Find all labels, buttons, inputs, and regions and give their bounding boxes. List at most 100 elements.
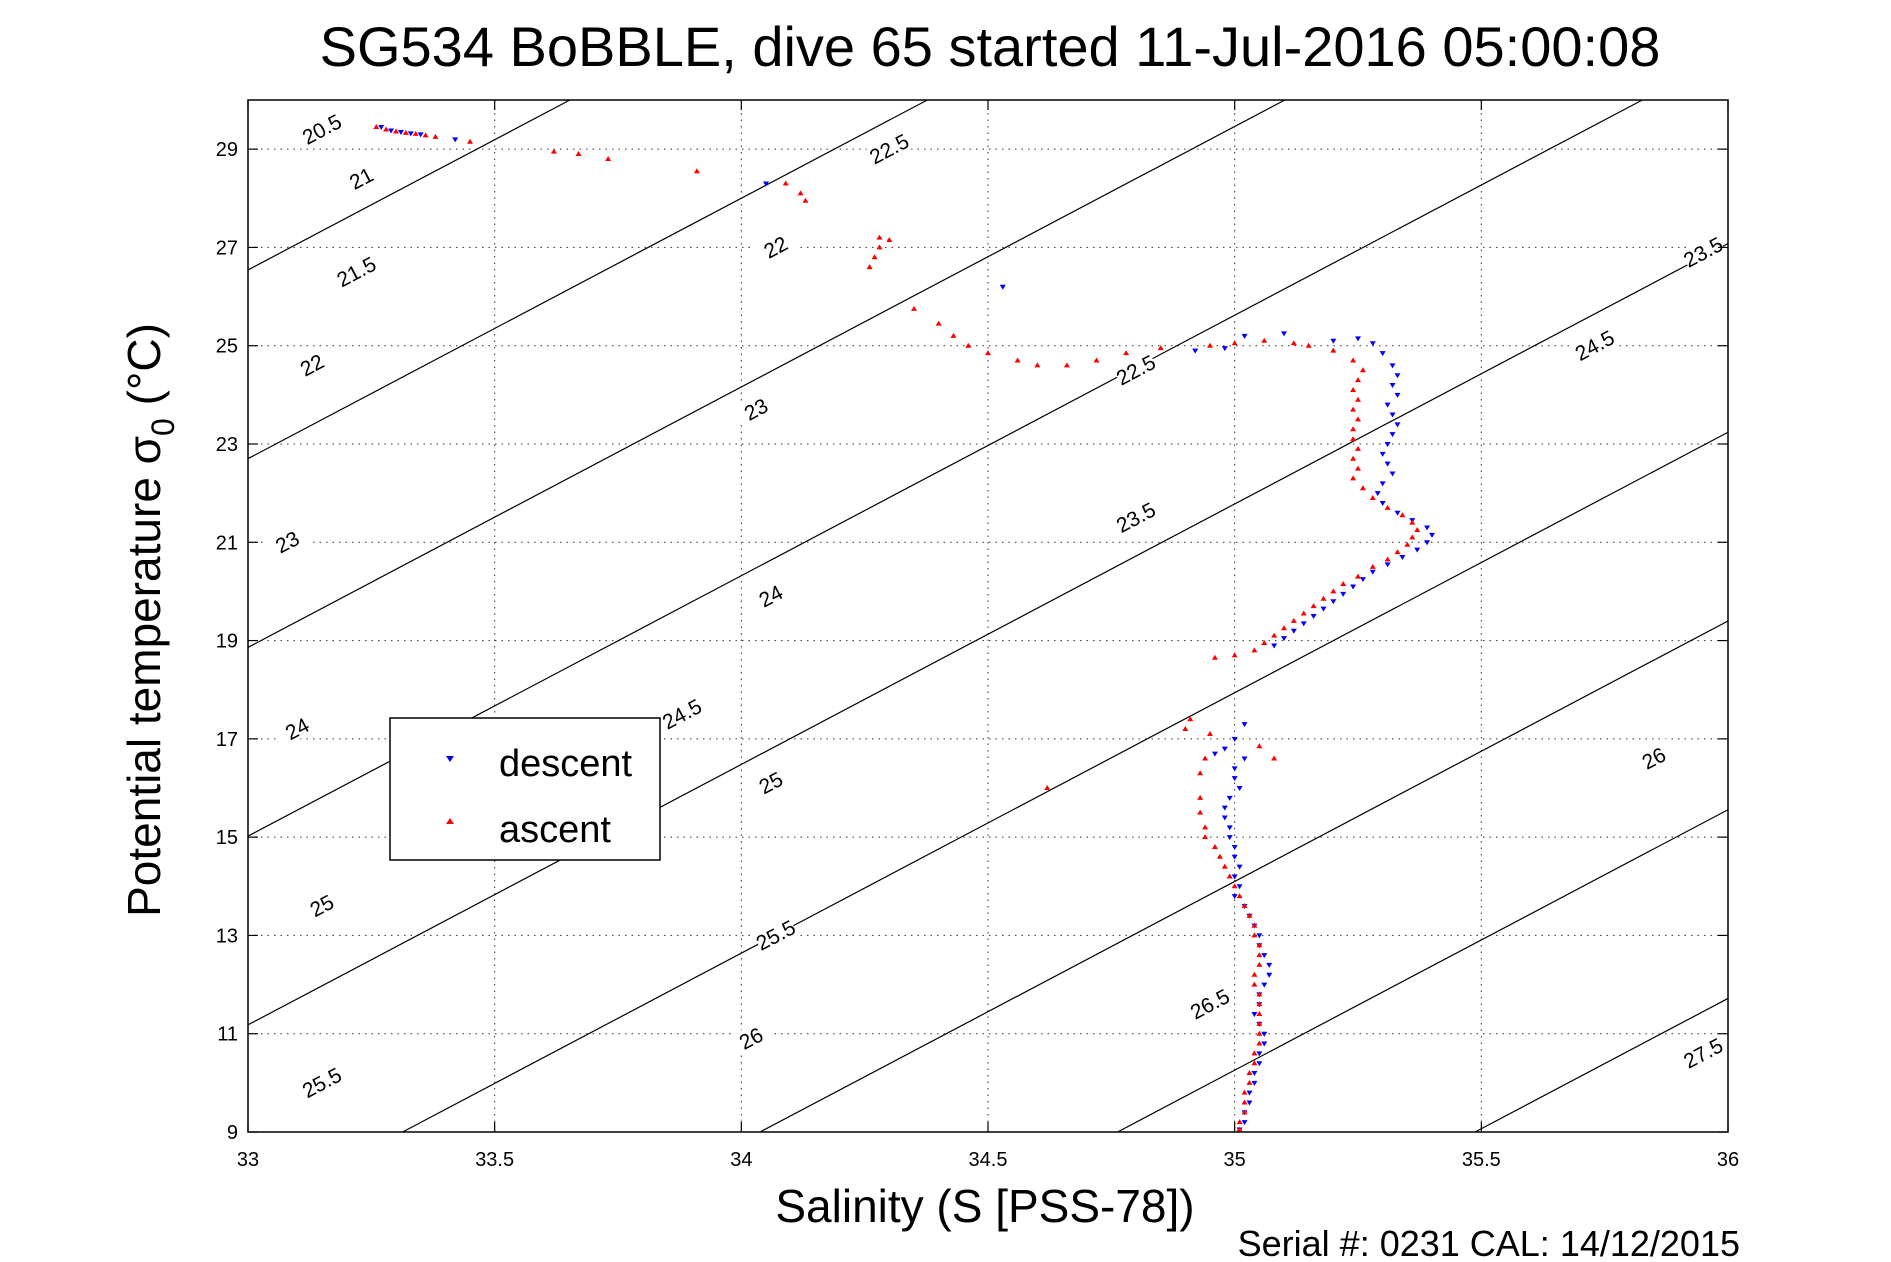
ascent-point xyxy=(1261,640,1268,646)
descent-point xyxy=(999,284,1006,290)
descent-point xyxy=(1241,333,1248,339)
ascent-point xyxy=(1350,436,1357,442)
isopycnal-line xyxy=(247,99,928,460)
descent-point xyxy=(397,129,404,135)
descent-point xyxy=(1256,1061,1263,1067)
descent-point xyxy=(1241,1120,1248,1126)
ascent-point xyxy=(1350,455,1357,461)
x-tick-label: 35.5 xyxy=(1462,1149,1501,1171)
ascent-point xyxy=(1182,726,1189,732)
ascent-point xyxy=(1256,743,1263,749)
ascent-point xyxy=(1202,755,1209,761)
ascent-point xyxy=(1251,981,1258,987)
contour-label-bg xyxy=(338,158,384,197)
y-tick-label: 25 xyxy=(216,336,238,358)
descent-point xyxy=(1290,628,1297,634)
ascent-point xyxy=(1399,512,1406,518)
contour-label-bg xyxy=(298,885,345,925)
isopycnal-line xyxy=(247,99,1643,837)
ascent-point xyxy=(935,320,942,326)
ascent-point xyxy=(1251,647,1258,653)
contour-label-bg xyxy=(264,522,310,561)
descent-point xyxy=(1340,591,1347,597)
ascent-point xyxy=(1350,426,1357,432)
ascent-point xyxy=(1355,377,1361,383)
ascent-point xyxy=(1197,809,1204,815)
descent-point xyxy=(1266,962,1273,968)
ascent-point xyxy=(1256,1001,1263,1007)
descent-point xyxy=(1281,636,1287,642)
descent-point xyxy=(1384,461,1391,467)
ascent-point xyxy=(412,130,419,136)
ascent-point xyxy=(605,155,612,161)
descent-point xyxy=(1251,1080,1258,1086)
isopycnal-line xyxy=(759,620,1729,1133)
contour-label-bg xyxy=(298,1062,345,1102)
contour-label: 26.5 xyxy=(1187,985,1234,1024)
legend-ascent-label: ascent xyxy=(499,809,611,851)
contour-label: 22.5 xyxy=(866,130,913,169)
contour-label: 20.5 xyxy=(299,110,346,149)
ascent-point xyxy=(1014,357,1021,363)
serial-cal-footer: Serial #: 0231 CAL: 14/12/2015 xyxy=(1238,1223,1740,1262)
legend-descent-label: descent xyxy=(499,743,633,785)
descent-point xyxy=(1231,776,1238,782)
legend: descent ascent xyxy=(389,717,661,861)
descent-point xyxy=(1379,451,1386,457)
descent-point xyxy=(1221,805,1228,811)
ascent-point xyxy=(1256,1011,1263,1017)
isopycnal-line xyxy=(247,242,1729,1026)
y-axis-label-main: Potential temperature σ xyxy=(118,436,170,917)
descent-point xyxy=(1389,412,1396,418)
descent-point xyxy=(1384,442,1391,447)
contour-label-bg xyxy=(732,389,779,428)
ascent-point xyxy=(1384,504,1391,510)
contour-label-bg xyxy=(1112,350,1159,389)
descent-point xyxy=(407,131,414,137)
ascent-point xyxy=(1251,971,1258,977)
ascent-point xyxy=(1157,345,1164,351)
ascent-point xyxy=(1211,843,1218,849)
ascent-point xyxy=(1211,654,1218,660)
contour-label-bg xyxy=(1630,738,1677,777)
ascent-point xyxy=(1320,595,1327,601)
ascent-point xyxy=(1359,485,1366,491)
ascent-point xyxy=(1350,357,1357,363)
legend-ascent-marker xyxy=(446,818,454,824)
descent-point xyxy=(1389,383,1396,389)
descent-point xyxy=(1221,346,1228,352)
contour-label-bg xyxy=(274,709,320,748)
descent-point xyxy=(1226,835,1233,841)
descent-point xyxy=(1399,555,1406,561)
axis-ticks: 33 33.5 34 34.5 35 35.5 36 9 11 13 15 17 19 21 23 25 27 2… xyxy=(216,100,1739,1171)
descent-point xyxy=(1379,481,1386,487)
descent-point xyxy=(1226,825,1233,831)
ascent-point xyxy=(1330,588,1337,594)
x-tick-label: 33 xyxy=(237,1149,259,1171)
descent-point xyxy=(1241,722,1248,728)
x-tick-label: 33.5 xyxy=(475,1149,514,1171)
ascent-point xyxy=(1355,445,1361,451)
ascent-point xyxy=(1409,519,1416,525)
ascent-point xyxy=(1256,991,1263,997)
descent-point xyxy=(1384,402,1391,408)
x-tick-label: 36 xyxy=(1717,1149,1739,1171)
ascent-point xyxy=(1256,942,1263,948)
descent-point xyxy=(1221,815,1228,821)
ascent-point xyxy=(1404,541,1411,547)
ascent-point xyxy=(1251,1050,1258,1056)
descent-point xyxy=(1359,577,1366,583)
ascent-point xyxy=(1290,617,1297,623)
descent-point xyxy=(1374,491,1381,497)
ascent-point xyxy=(886,237,893,243)
y-axis-label-unit: (°C) xyxy=(118,323,170,418)
ascent-point xyxy=(1241,1109,1248,1115)
ascent-point xyxy=(1256,1040,1263,1046)
ascent-point xyxy=(1359,367,1366,373)
descent-point xyxy=(1236,864,1243,870)
contour-label: 23.5 xyxy=(1680,233,1727,272)
descent-point xyxy=(1221,746,1228,752)
ascent-point xyxy=(1290,340,1297,346)
ascent-point xyxy=(802,197,809,203)
